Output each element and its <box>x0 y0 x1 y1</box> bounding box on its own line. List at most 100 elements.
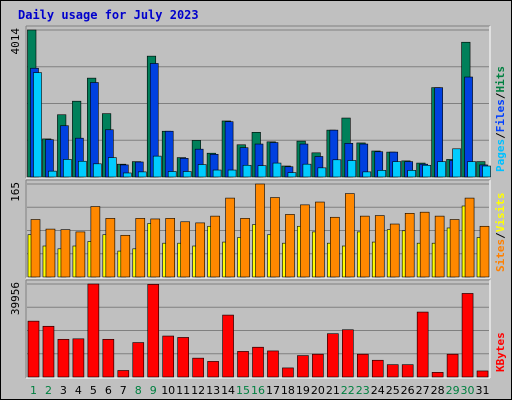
legend-entry: Sites <box>494 239 507 272</box>
bar-sites-14 <box>225 197 235 278</box>
x-tick-label-20: 20 <box>311 384 325 397</box>
bar-sites-11 <box>180 221 190 278</box>
bar-kbytes-19 <box>297 355 309 378</box>
x-tick-label-12: 12 <box>191 384 205 397</box>
bar-pages-25 <box>392 161 402 178</box>
x-tick-label-8: 8 <box>135 384 142 397</box>
x-tick-label-16: 16 <box>251 384 265 397</box>
x-tick-label-31: 31 <box>476 384 490 397</box>
bar-pages-14 <box>227 169 237 178</box>
panel-sites-visits: 165 Sites/Visits <box>9 179 507 279</box>
bar-kbytes-17 <box>267 350 279 378</box>
bar-pages-27 <box>422 164 431 178</box>
bar-kbytes-26 <box>401 364 414 378</box>
bar-sites-8 <box>135 218 146 278</box>
bar-files-5 <box>90 82 99 178</box>
bar-kbytes-22 <box>342 329 354 378</box>
x-tick-label-26: 26 <box>401 384 415 397</box>
bar-sites-10 <box>165 218 176 278</box>
bar-sites-15 <box>240 218 250 278</box>
bar-kbytes-10 <box>162 335 175 378</box>
bar-sites-25 <box>389 223 400 278</box>
bar-pages-31 <box>482 165 491 178</box>
bar-kbytes-18 <box>282 367 294 378</box>
bar-pages-15 <box>242 164 252 178</box>
x-tick-label-14: 14 <box>221 384 235 397</box>
x-tick-label-17: 17 <box>266 384 280 397</box>
legend-kbytes: KBytes <box>494 332 507 372</box>
x-tick-label-7: 7 <box>120 384 127 397</box>
bar-pages-10 <box>167 171 177 178</box>
x-tick-label-23: 23 <box>356 384 370 397</box>
bar-kbytes-15 <box>237 351 249 378</box>
bar-pages-6 <box>108 157 117 178</box>
x-tick-label-28: 28 <box>431 384 445 397</box>
x-tick-label-4: 4 <box>75 384 82 397</box>
x-tick-label-30: 30 <box>461 384 475 397</box>
legend-separator: / <box>494 132 507 139</box>
bar-pages-28 <box>437 161 446 178</box>
bar-kbytes-9 <box>147 284 160 378</box>
bar-sites-2 <box>45 228 56 278</box>
bar-kbytes-16 <box>252 346 264 378</box>
legend-entry: Pages <box>494 139 507 172</box>
bar-pages-2 <box>48 170 57 178</box>
x-tick-label-6: 6 <box>105 384 112 397</box>
legend-entry: Files <box>494 99 507 132</box>
legend-entry: Visits <box>494 193 507 233</box>
x-tick-label-3: 3 <box>60 384 67 397</box>
bar-kbytes-12 <box>192 357 204 378</box>
bar-sites-20 <box>315 201 325 278</box>
x-tick-label-18: 18 <box>281 384 295 397</box>
bar-pages-29 <box>452 148 461 178</box>
bar-kbytes-1 <box>27 320 40 378</box>
x-tick-label-10: 10 <box>161 384 175 397</box>
legend-sites-visits: Sites/Visits <box>494 193 507 273</box>
bar-sites-27 <box>419 211 430 278</box>
bar-sites-6 <box>105 218 116 278</box>
bar-pages-20 <box>317 167 327 178</box>
bar-files-14 <box>224 121 234 178</box>
bar-sites-26 <box>404 213 415 278</box>
x-tick-label-22: 22 <box>341 384 355 397</box>
bar-pages-1 <box>33 72 42 178</box>
y-max-label: 39956 <box>9 282 22 315</box>
bar-pages-26 <box>407 170 416 178</box>
bar-kbytes-4 <box>72 338 85 378</box>
bar-pages-16 <box>257 165 267 178</box>
bar-pages-21 <box>332 159 342 178</box>
x-tick-label-27: 27 <box>416 384 430 397</box>
bar-kbytes-20 <box>312 353 324 378</box>
bar-pages-11 <box>182 171 192 178</box>
legend-separator: / <box>494 92 507 99</box>
bar-pages-13 <box>212 169 222 178</box>
bar-pages-23 <box>362 171 372 178</box>
x-tick-label-9: 9 <box>150 384 157 397</box>
bar-files-10 <box>164 130 174 178</box>
x-tick-label-1: 1 <box>30 384 37 397</box>
x-tick-label-11: 11 <box>176 384 190 397</box>
bar-sites-1 <box>30 219 41 278</box>
legend-hits-files-pages: Pages/Files/Hits <box>494 66 507 172</box>
bar-sites-28 <box>434 215 445 278</box>
chart-title: Daily usage for July 2023 <box>18 8 199 22</box>
bar-pages-24 <box>377 170 387 178</box>
bar-pages-18 <box>287 172 297 178</box>
bar-pages-19 <box>302 163 312 178</box>
bar-pages-7 <box>123 172 132 178</box>
bar-pages-17 <box>272 162 282 178</box>
bar-kbytes-21 <box>327 333 339 378</box>
bar-pages-9 <box>152 155 162 178</box>
bar-pages-30 <box>467 161 476 178</box>
bar-kbytes-11 <box>177 337 189 378</box>
x-tick-label-24: 24 <box>371 384 385 397</box>
x-tick-label-2: 2 <box>45 384 52 397</box>
bar-kbytes-30 <box>461 293 474 378</box>
bar-kbytes-29 <box>446 353 459 378</box>
bar-sites-29 <box>449 219 460 278</box>
bar-sites-13 <box>210 215 220 278</box>
bar-kbytes-5 <box>87 283 100 378</box>
bar-sites-22 <box>345 193 355 278</box>
bar-sites-31 <box>479 225 490 278</box>
